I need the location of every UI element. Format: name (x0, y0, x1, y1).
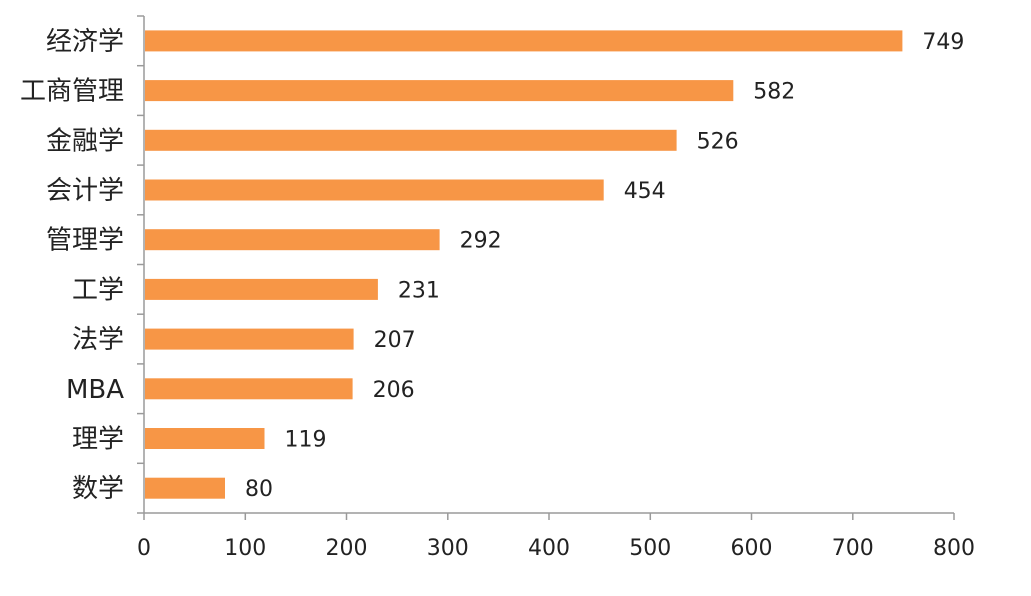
data-label: 206 (373, 378, 415, 403)
bar (145, 80, 734, 102)
bar (145, 30, 903, 52)
category-label: 工学 (72, 275, 124, 305)
category-label: 经济学 (46, 27, 124, 57)
category-label: 理学 (72, 425, 124, 455)
data-label: 454 (624, 179, 666, 204)
category-label: 金融学 (46, 126, 124, 156)
bars-layer (145, 30, 903, 499)
bar (145, 229, 440, 251)
category-label: 管理学 (46, 226, 124, 256)
x-tick-label: 100 (224, 536, 266, 561)
x-tick-label: 600 (731, 536, 773, 561)
bar (145, 328, 354, 350)
data-label: 526 (697, 129, 739, 154)
data-label: 231 (398, 278, 440, 303)
x-tick-label: 800 (933, 536, 975, 561)
bar (145, 428, 265, 449)
category-label: 会计学 (46, 176, 124, 206)
data-label: 582 (753, 80, 795, 105)
data-label: 80 (245, 477, 273, 502)
category-label: 工商管理 (20, 77, 124, 107)
bar (145, 278, 378, 300)
x-tick-label: 400 (528, 536, 570, 561)
labels-layer: 经济学 749 工商管理 582 金融学 526 会计学 454 管理学 292 工学 231 法学 20… (20, 27, 975, 561)
bar (145, 179, 604, 201)
data-label: 749 (922, 30, 964, 55)
x-tick-label: 200 (326, 536, 368, 561)
x-tick-label: 0 (137, 536, 151, 561)
data-label: 119 (285, 428, 327, 453)
axes-layer (137, 15, 955, 520)
x-tick-label: 300 (427, 536, 469, 561)
bar (145, 129, 677, 151)
data-label: 207 (374, 328, 416, 353)
x-tick-label: 700 (832, 536, 874, 561)
bar (145, 378, 353, 400)
category-label: MBA (66, 375, 124, 405)
x-tick-label: 500 (629, 536, 671, 561)
bar (145, 477, 225, 499)
category-label: 数学 (72, 474, 124, 504)
data-label: 292 (460, 229, 502, 254)
category-label: 法学 (72, 325, 124, 355)
